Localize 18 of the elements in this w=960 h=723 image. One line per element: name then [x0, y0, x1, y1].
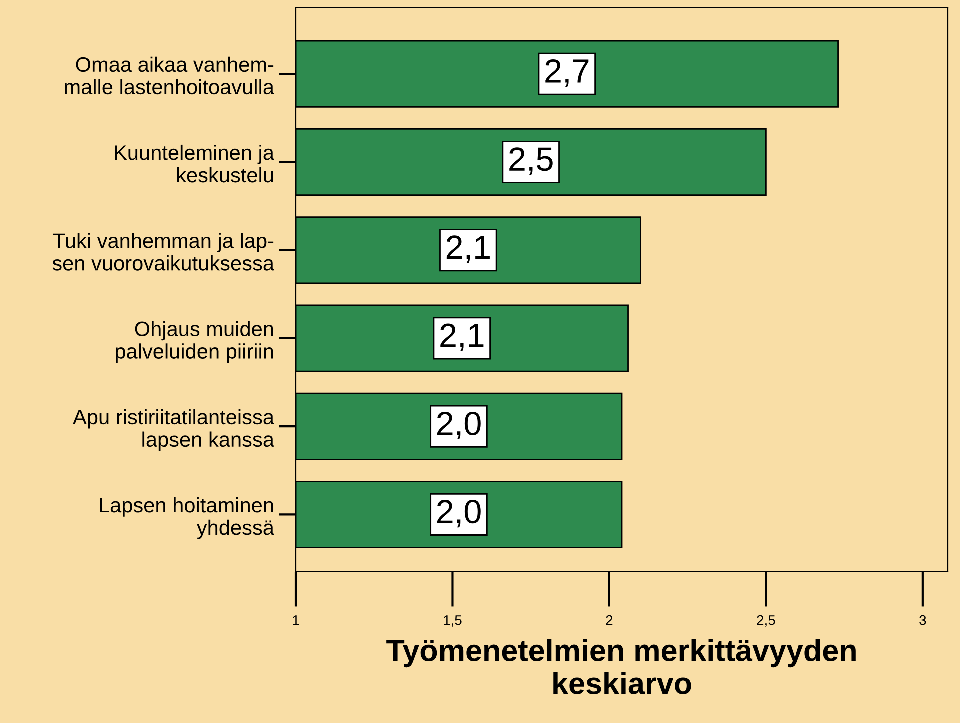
x-tick-label: 2 — [606, 615, 613, 626]
data-label: 2,1 — [446, 236, 490, 264]
y-tick-label: Apu ristiriitatilanteissa lapsen kanssa — [73, 409, 274, 452]
data-label: 2,0 — [438, 412, 481, 440]
x-axis-title: Työmenetelmien merkittävyyden keskiarvo — [386, 639, 856, 694]
y-tick-label: Lapsen hoitaminen yhdessä — [100, 497, 274, 540]
y-tick-label: Kuunteleminen ja keskustelu — [115, 144, 274, 183]
data-label: 2,7 — [546, 59, 589, 87]
x-tick-label: 2,5 — [757, 615, 776, 627]
data-label: 2,5 — [510, 148, 553, 176]
x-tick-label: 1 — [293, 616, 300, 626]
y-tick-label: Omaa aikaa vanhem- malle lastenhoitoavulla — [65, 56, 274, 95]
y-tick-label: Tuki vanhemman ja lap- sen vuorovaikutuksessa — [52, 233, 274, 271]
data-label: 2,0 — [438, 500, 481, 528]
y-tick-label: Ohjaus muiden palveluiden piiriin — [116, 321, 274, 364]
x-tick-label: 1,5 — [444, 616, 462, 627]
x-tick-label: 3 — [920, 615, 926, 626]
data-label: 2,1 — [440, 324, 484, 352]
